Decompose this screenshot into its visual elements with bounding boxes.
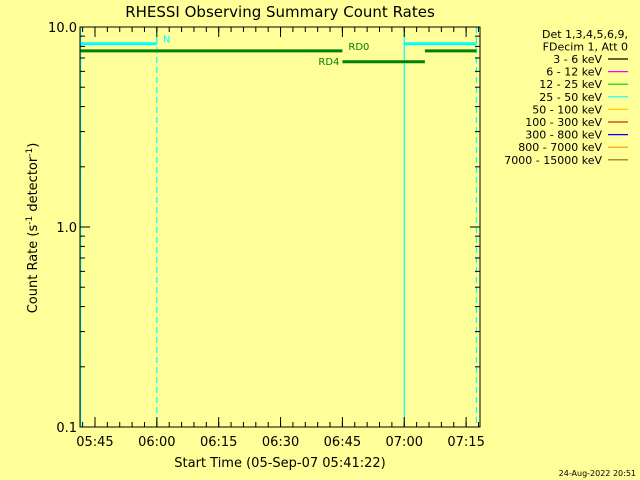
x-tick-label: 05:45 (76, 435, 113, 450)
timestamp: 24-Aug-2022 20:51 (559, 469, 636, 478)
y-tick-label: 1.0 (56, 221, 77, 236)
legend-entry-label: 800 - 7000 keV (518, 141, 602, 154)
legend-entry-label: 100 - 300 keV (525, 116, 602, 129)
x-tick-label: 06:15 (200, 435, 237, 450)
x-tick-label: 06:00 (138, 435, 175, 450)
x-tick-label: 07:00 (386, 435, 423, 450)
flag-label: RD0 (348, 42, 369, 53)
x-tick-label: 07:15 (447, 435, 484, 450)
legend-entry-label: 7000 - 15000 keV (504, 154, 602, 167)
legend-entry-label: 50 - 100 keV (532, 103, 602, 116)
x-tick-label: 06:45 (324, 435, 361, 450)
plot-area: 0.1 1.0 10.0 05:45 06:00 06:15 06:30 06:45 07:00… (48, 21, 485, 450)
chart-title: RHESSI Observing Summary Count Rates (125, 3, 435, 21)
x-tick-label: 06:30 (262, 435, 299, 450)
legend: Det 1,3,4,5,6,9,FDecim 1, Att 03 - 6 keV… (504, 28, 628, 167)
y-axis-label-part: Count Rate (s (26, 225, 41, 314)
flag-label: N (163, 35, 170, 46)
y-axis-label-exponent: -1 (25, 148, 35, 157)
y-tick-label: 0.1 (56, 421, 77, 436)
legend-entry-label: 3 - 6 keV (553, 53, 602, 66)
y-axis-label-part: ) (26, 143, 41, 148)
legend-header: Det 1,3,4,5,6,9, (542, 28, 628, 41)
flag-label: RD4 (318, 57, 339, 68)
legend-entry-label: 12 - 25 keV (539, 78, 602, 91)
x-axis-label: Start Time (05-Sep-07 05:41:22) (174, 456, 385, 471)
legend-entry-label: 25 - 50 keV (539, 91, 602, 104)
y-axis-label-part: detector (26, 156, 41, 216)
y-axis-label: Count Rate (s-1 detector-1) (25, 143, 41, 314)
plot-frame (79, 26, 481, 428)
legend-entry-label: 6 - 12 keV (546, 66, 602, 79)
y-tick-label: 10.0 (48, 21, 77, 36)
legend-header: FDecim 1, Att 0 (543, 41, 628, 54)
legend-entry-label: 300 - 800 keV (525, 129, 602, 142)
y-axis-label-exponent: -1 (25, 216, 35, 225)
